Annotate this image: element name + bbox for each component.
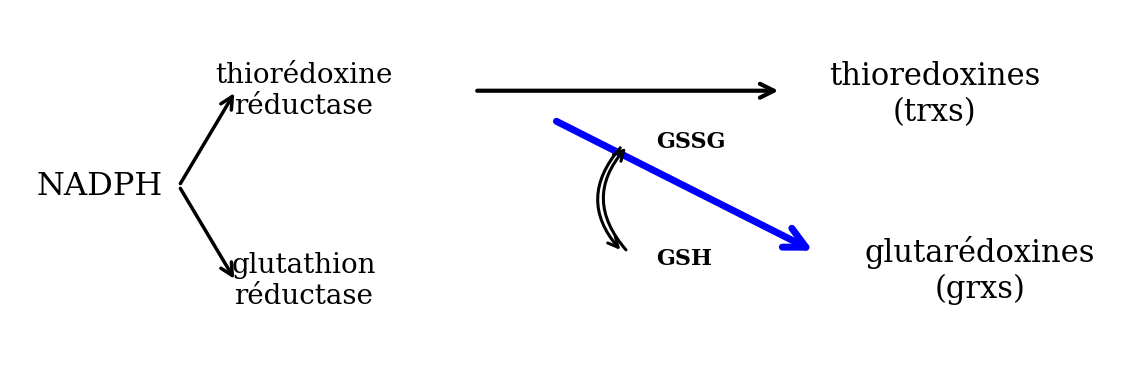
- Text: NADPH: NADPH: [37, 170, 163, 202]
- Text: GSH: GSH: [657, 248, 713, 270]
- Text: glutarédoxines
(grxs): glutarédoxines (grxs): [864, 236, 1095, 305]
- Text: GSSG: GSSG: [657, 131, 725, 153]
- Text: thioredoxines
(trxs): thioredoxines (trxs): [829, 61, 1040, 128]
- Text: thiorédoxine
réductase: thiorédoxine réductase: [215, 62, 393, 120]
- Text: glutathion
réductase: glutathion réductase: [232, 252, 376, 310]
